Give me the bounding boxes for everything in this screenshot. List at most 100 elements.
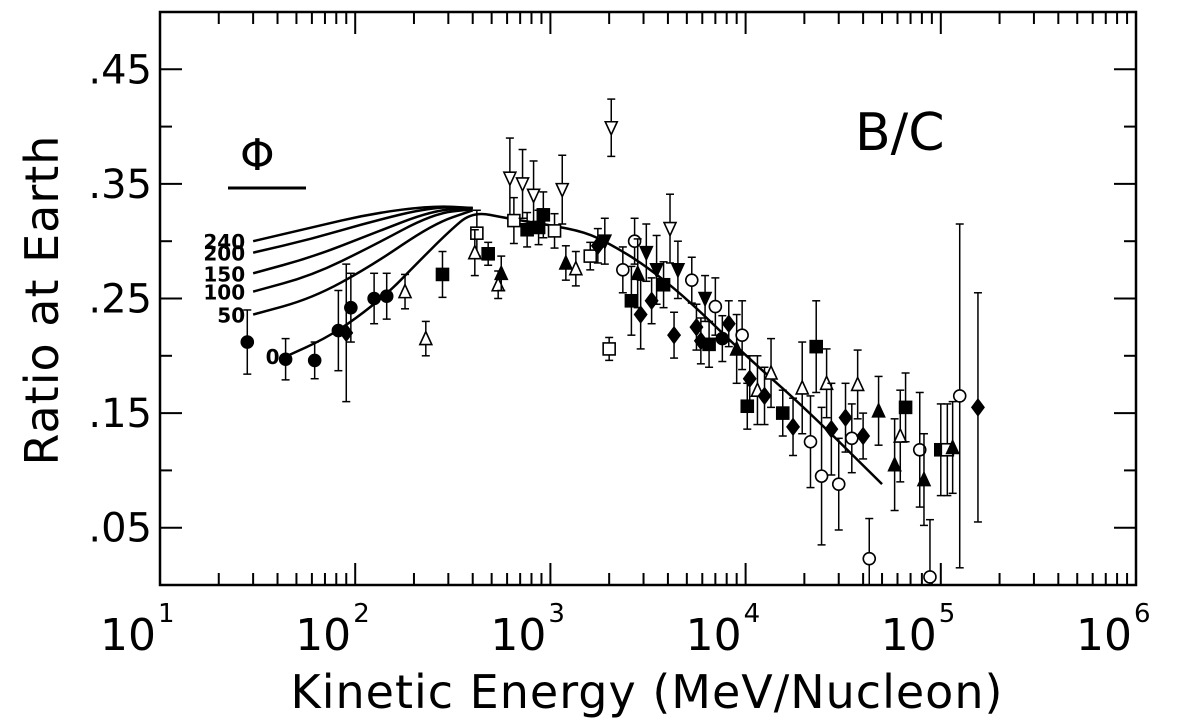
marker-filled-diamond [786,417,801,437]
data-point [912,391,927,508]
data-point [850,349,865,420]
phi-legend: Φ [228,130,306,190]
axis-ticks [159,12,1136,585]
curve-label: 100 [203,281,245,305]
marker-open-triangle-down [526,188,541,205]
marker-filled-diamond [856,426,871,446]
data-point [649,234,664,305]
y-axis-label: Ratio at Earth [15,135,69,466]
marker-open-triangle [568,259,584,276]
data-point [531,209,546,246]
marker-filled-triangle [887,455,902,472]
curve-phi-50 [252,209,474,316]
marker-filled-square [656,277,671,292]
data-point [630,238,645,309]
x-tick-base: 10 [686,610,742,661]
data-point [639,223,654,283]
marker-filled-diamond [757,386,772,406]
data-point [845,403,859,474]
marker-filled-triangle [558,254,574,270]
marker-open-square [602,342,616,356]
data-point [616,246,630,294]
x-tick-label: 10 4 [686,599,761,661]
marker-filled-diamond [824,419,839,439]
data-point [656,261,671,309]
y-tick-labels: .05 .15 .25 .35 .45 [88,47,152,551]
marker-filled-triangle-down [639,245,654,262]
marker-open-square [583,249,598,263]
marker-filled-circle [344,300,358,315]
x-tick-base: 10 [881,610,937,661]
model-curves [252,205,883,486]
data-point [775,389,790,437]
data-point [418,320,434,357]
marker-open-circle [845,431,859,446]
x-axis-label: Kinetic Energy (MeV/Nucleon) [291,665,1004,719]
marker-filled-triangle-down [697,291,713,308]
marker-open-circle [735,328,749,342]
marker-filled-diamond [721,314,736,334]
x-tick-label: 10 3 [490,599,565,661]
data-point [515,148,530,220]
data-point [786,397,801,457]
marker-open-square [547,224,562,238]
data-point [602,336,616,362]
marker-open-circle [952,389,967,403]
x-tick-base: 10 [490,610,546,661]
data-point [367,272,381,325]
marker-open-triangle-down [662,221,678,238]
marker-open-circle [862,551,877,566]
marker-filled-triangle [493,264,509,281]
curve-phi-240 [252,205,473,243]
y-tick-label: .25 [88,277,152,323]
marker-open-triangle-down [502,171,518,188]
data-point [945,400,960,495]
data-point [590,227,605,264]
marker-open-triangle [467,243,483,260]
marker-open-square [470,226,484,240]
marker-open-circle [912,442,927,457]
curve-phi-200 [252,206,473,254]
curve-phi-100 [252,207,473,293]
data-point [831,437,846,531]
data-point [740,382,755,430]
data-point [871,375,886,446]
data-point [898,372,913,443]
data-point [493,255,509,292]
data-point [644,277,659,325]
data-point [379,272,394,320]
curve-label: 50 [217,304,245,328]
data-point [887,418,902,512]
marker-filled-triangle-down [597,234,613,251]
marker-filled-square [624,293,639,308]
data-point [481,241,495,267]
data-point [667,311,682,359]
marker-filled-triangle-down [649,263,664,279]
data-point [814,406,829,546]
marker-open-triangle [794,378,810,395]
data-point [583,241,598,271]
marker-open-circle [708,299,723,314]
marker-filled-square [435,267,450,282]
data-point [604,98,619,158]
data-point [662,193,678,264]
data-point [339,263,354,403]
x-tick-label: 10 6 [1076,599,1151,661]
marker-open-circle [814,469,829,483]
curve-label: 240 [203,230,245,254]
data-point [750,355,765,426]
x-tick-exponent: 4 [744,599,761,629]
phi-symbol: Φ [240,130,275,181]
marker-filled-diamond [633,305,648,324]
marker-open-triangle [850,375,865,392]
marker-open-circle [627,234,642,248]
marker-filled-square [775,406,790,420]
x-tick-base: 10 [1076,610,1132,661]
marker-filled-square [536,208,551,222]
data-point [702,320,716,369]
curve-label: 200 [203,242,245,266]
data-point [526,160,541,231]
data-point [824,382,839,476]
